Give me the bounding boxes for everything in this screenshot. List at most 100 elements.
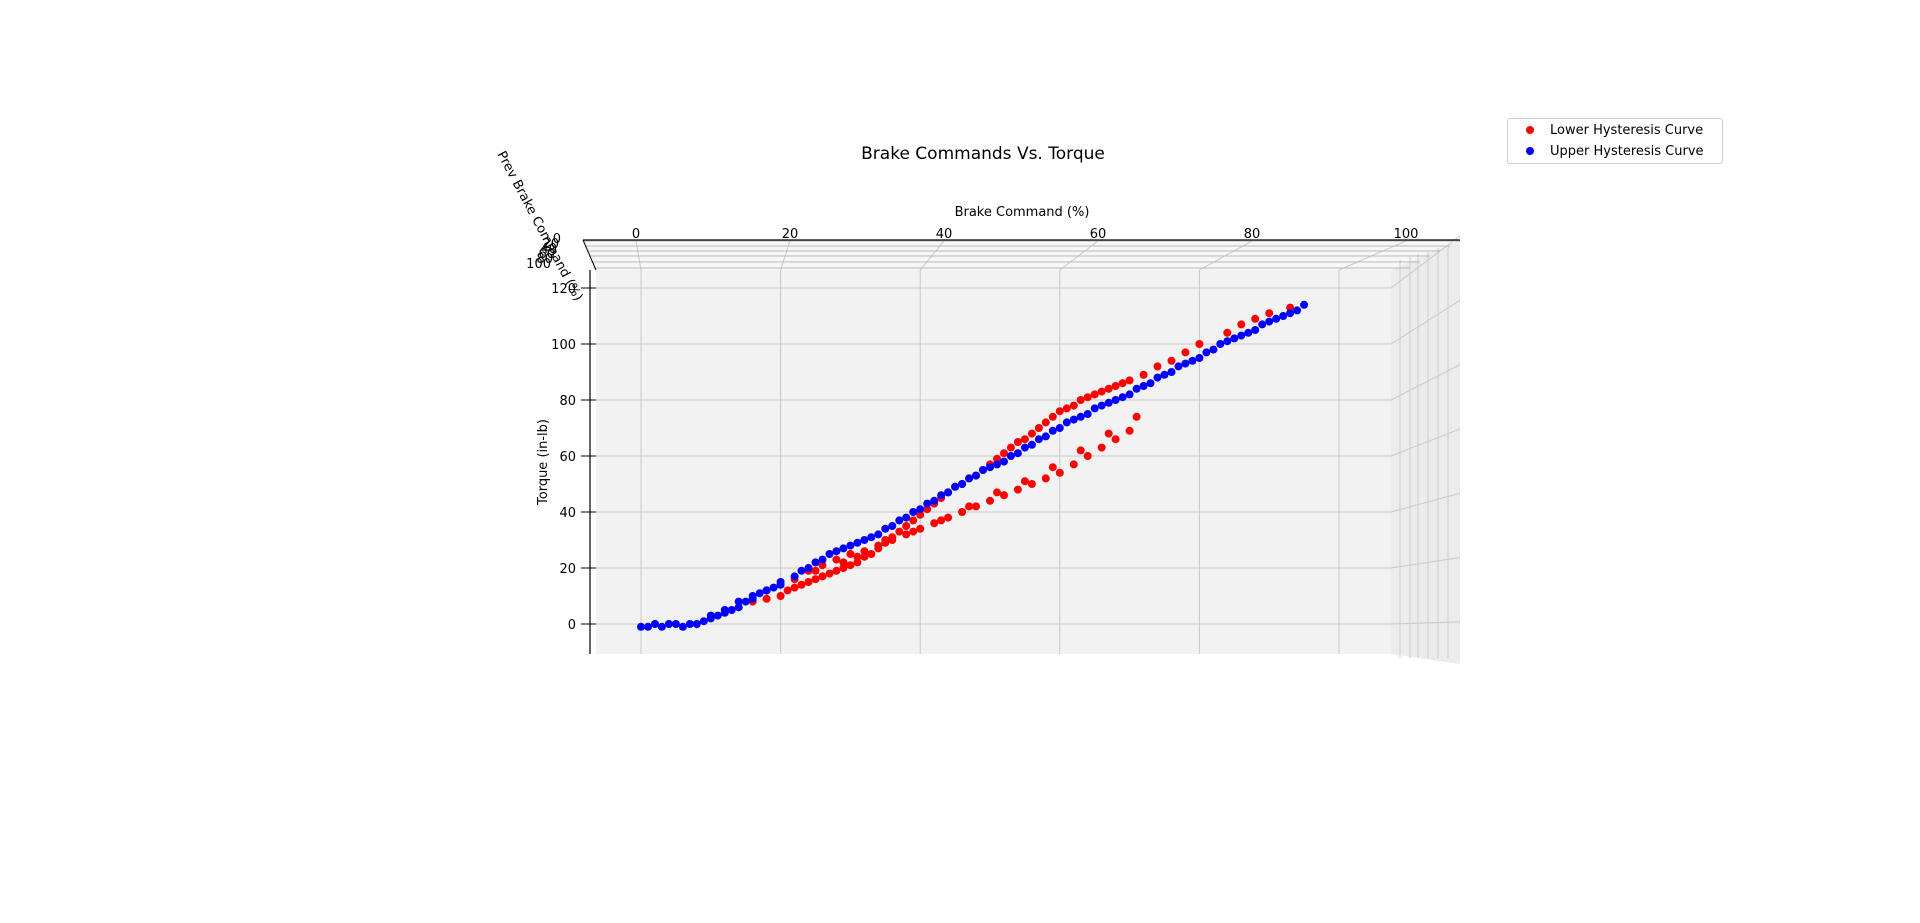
upper-curve-point [776, 578, 785, 586]
lower-curve-point [1237, 320, 1246, 329]
lower-curve-point [1048, 412, 1057, 421]
upper-curve-point [1020, 443, 1029, 452]
upper-curve-point [965, 474, 974, 483]
y-tick-label-80: 80 [559, 394, 576, 409]
lower-curve-point [1020, 477, 1029, 486]
y-side-gridline-120 [1390, 235, 1461, 289]
upper-curve-point [1027, 440, 1036, 449]
depth-tick-label-0: 0 [553, 232, 561, 247]
depth-tick-label-60: 60 [538, 247, 555, 262]
lower-curve-point [965, 502, 974, 511]
upper-curve-point [1076, 412, 1085, 421]
upper-curve-point [1139, 382, 1148, 390]
depth-tick-label-20: 20 [542, 237, 559, 252]
y-axis-label: Torque (in-lb) [536, 419, 551, 506]
upper-curve-point [1251, 326, 1260, 334]
upper-curve-point [1006, 452, 1015, 460]
lower-curve-point [1048, 463, 1057, 472]
y-tick-label-20: 20 [559, 562, 576, 577]
lower-curve-point [1027, 480, 1036, 488]
upper-curve-point [1272, 314, 1281, 323]
upper-curve-point [825, 550, 834, 558]
lower-curve-point [1104, 384, 1113, 393]
upper-curve-point [1195, 354, 1204, 362]
depth-tick-label-40: 40 [540, 242, 557, 257]
lower-curve-point [804, 578, 813, 586]
upper-curve-point [1055, 424, 1064, 432]
lower-curve-point [860, 547, 869, 556]
upper-curve-point [699, 617, 708, 626]
lower-curve-point [930, 519, 939, 528]
upper-curve-point [1104, 398, 1113, 407]
plot-top-pane [583, 240, 1460, 270]
lower-curve-point [811, 575, 820, 584]
upper-curve-point [741, 597, 750, 606]
upper-curve-point [1216, 340, 1225, 348]
upper-curve-point [1069, 415, 1078, 424]
upper-curve-point [1237, 331, 1246, 340]
upper-curve-point [1181, 359, 1190, 368]
upper-curve-point [644, 622, 652, 631]
upper-curve-point [1013, 449, 1022, 458]
upper-curve-point [832, 547, 841, 556]
lower-curve-point [832, 566, 841, 575]
upper-curve-point [902, 513, 911, 522]
lower-curve-point [1265, 309, 1274, 318]
lower-curve-point [874, 541, 883, 550]
plot-side-pane [1391, 240, 1460, 664]
upper-curve-point [797, 566, 806, 575]
upper-curve-point [860, 536, 869, 544]
lower-curve-point [1076, 396, 1085, 404]
upper-curve-point [1167, 368, 1176, 376]
lower-curve-point [1125, 426, 1134, 435]
lower-curve-point [1251, 314, 1260, 323]
lower-curve-point [916, 510, 925, 519]
upper-curve-point [1153, 373, 1162, 382]
depth-tick-label-80: 80 [536, 252, 553, 267]
lower-curve-point [839, 558, 848, 567]
upper-curve-point [1160, 370, 1169, 379]
lower-curve-point [1069, 401, 1078, 410]
lower-curve-point [993, 454, 1001, 463]
lower-curve-point [1069, 460, 1078, 469]
legend-label-lower: Lower Hysteresis Curve [1550, 123, 1704, 138]
upper-curve-point [881, 524, 890, 533]
upper-curve-point [909, 508, 918, 516]
lower-curve-point [846, 550, 855, 558]
y-tick-label-60: 60 [559, 450, 576, 465]
lower-curve-point [1111, 382, 1120, 390]
upper-curve-point [1132, 384, 1141, 393]
lower-curve-point [1223, 328, 1232, 337]
upper-curve-point [874, 530, 883, 539]
lower-curve-point [895, 527, 904, 536]
lower-curve-point [1041, 474, 1050, 483]
lower-curve-point [937, 516, 946, 525]
lower-curve-point [818, 572, 827, 581]
lower-curve-point [1083, 452, 1092, 460]
lower-curve-point [1125, 376, 1134, 385]
lower-curve-point [832, 555, 841, 564]
upper-curve-point [923, 499, 932, 508]
upper-curve-point [867, 533, 876, 542]
upper-curve-point [734, 597, 743, 606]
scatter-points [637, 300, 1309, 631]
upper-curve-point [713, 611, 722, 620]
lower-curve-point [902, 530, 911, 539]
lower-curve-point [916, 524, 925, 533]
upper-curve-point [993, 460, 1001, 469]
lower-curve-point [1076, 446, 1085, 455]
upper-curve-point [1062, 418, 1071, 427]
upper-curve-point [916, 505, 925, 514]
depth-axis-line [582, 239, 597, 271]
lower-curve-point [1020, 435, 1029, 444]
upper-curve-point [853, 538, 862, 547]
upper-curve-point [1188, 356, 1197, 365]
upper-curve-point [651, 620, 659, 628]
lower-curve-point [790, 583, 799, 592]
upper-curve-point [1000, 457, 1008, 466]
upper-curve-point [762, 586, 771, 595]
lower-curve-point [1111, 435, 1120, 444]
upper-curve-point [1041, 432, 1050, 441]
